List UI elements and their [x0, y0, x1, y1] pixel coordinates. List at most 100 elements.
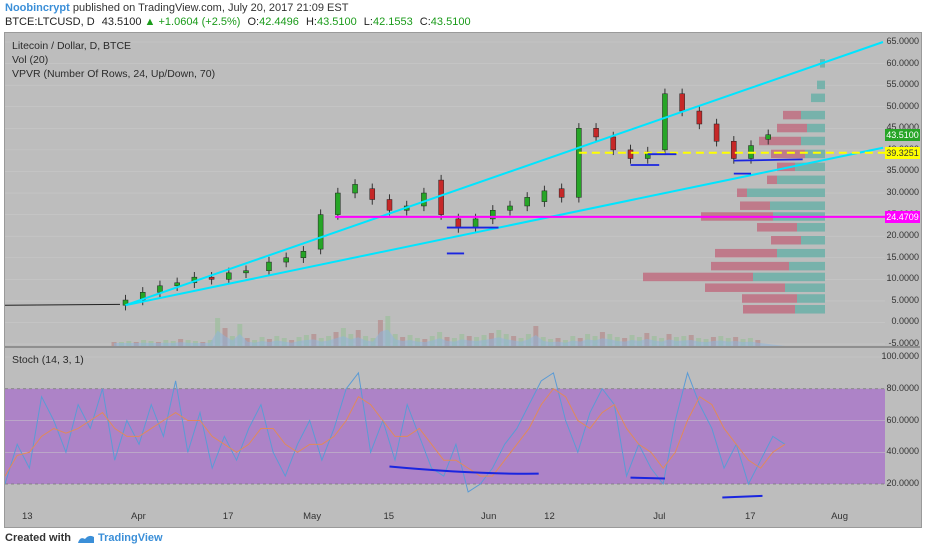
time-tick-label: Apr — [130, 511, 146, 522]
vol-label: Vol (20) — [12, 54, 49, 66]
candle-body — [352, 184, 358, 194]
candle-body — [713, 123, 720, 142]
channel-line — [125, 146, 884, 307]
vp-row-up — [747, 188, 825, 198]
stoch-line-d — [5, 388, 786, 477]
open-value: 42.4496 — [259, 16, 299, 28]
candle-body — [157, 285, 163, 293]
candle-body — [541, 190, 548, 202]
vp-row-down — [715, 248, 777, 258]
vp-row-up — [777, 175, 825, 185]
vp-row-up — [805, 149, 825, 159]
vp-row-up — [753, 272, 825, 282]
price-tick-label: 60.0000 — [886, 57, 919, 68]
close-label: C: — [419, 16, 431, 28]
candle-body — [438, 179, 444, 215]
candle-body — [490, 210, 496, 220]
stoch-annotations — [389, 465, 763, 499]
tradingview-logo-icon — [78, 535, 94, 543]
price-tick-label: 5.0000 — [891, 294, 919, 305]
candle-body — [696, 110, 703, 125]
vp-row-down — [711, 261, 789, 271]
time-tick-label: 13 — [21, 511, 33, 522]
time-tick-label: Jun — [481, 511, 497, 522]
vp-row-down — [767, 175, 777, 185]
price-tick-label: 30.0000 — [886, 187, 919, 198]
candle-body — [524, 197, 530, 207]
candle-body — [386, 199, 393, 211]
candle-body — [662, 93, 668, 151]
close-value: 43.5100 — [430, 16, 471, 28]
price-gridlines — [5, 41, 885, 345]
vpvr-label: VPVR (Number Of Rows, 24, Up/Down, 70) — [12, 68, 216, 80]
change-text: +1.0604 (+2.5%) — [158, 16, 241, 28]
candle-body — [243, 270, 249, 274]
vp-row-down — [737, 188, 747, 198]
vp-row-up — [770, 201, 825, 210]
high-label: H: — [305, 16, 317, 28]
candles — [122, 88, 771, 311]
vp-row-down — [759, 136, 801, 146]
price-tick-label: 20.0000 — [886, 230, 919, 241]
main-title: Litecoin / Dollar, D, BTCE — [12, 40, 132, 52]
low-value: 42.1553 — [372, 16, 413, 28]
price-tag: 24.4709 — [885, 210, 920, 223]
vp-row-up — [801, 110, 825, 120]
vp-row-down — [705, 283, 785, 292]
candle-body — [208, 276, 215, 280]
stoch-tick-label: 20.0000 — [886, 478, 919, 488]
price-tick-label: 0.0000 — [891, 316, 919, 327]
time-tick-label: 17 — [222, 511, 234, 522]
channel-line — [125, 41, 884, 307]
vp-row-down — [771, 149, 805, 159]
price-pane[interactable] — [5, 33, 885, 346]
candle-body — [472, 218, 479, 228]
candle-body — [507, 205, 513, 211]
vp-row-up — [795, 305, 825, 314]
price-tick-label: 55.0000 — [886, 79, 919, 90]
time-tick-label: Aug — [831, 511, 848, 522]
candle-body — [593, 128, 599, 138]
vp-row-up — [797, 223, 825, 232]
stoch-annotation — [722, 494, 763, 499]
vp-row-up — [811, 93, 825, 103]
tradingview-brand[interactable]: TradingView — [98, 532, 163, 544]
candle-body — [369, 188, 376, 200]
candle-body — [558, 188, 565, 198]
stoch-tick-label: 100.0000 — [881, 351, 919, 361]
pane-separator[interactable] — [5, 346, 920, 348]
candle-body — [300, 251, 307, 258]
vp-row-up — [817, 80, 825, 90]
time-tick-label: Jul — [653, 511, 666, 522]
low-label: L: — [363, 16, 373, 28]
vp-row-down — [643, 272, 753, 282]
vp-row-down — [777, 123, 807, 133]
pre-rally-line — [5, 303, 121, 306]
footer: Created with TradingView — [0, 528, 932, 550]
price-tick-label: 35.0000 — [886, 165, 919, 176]
vp-row-up — [789, 261, 825, 271]
candle-body — [679, 93, 685, 112]
price-axis[interactable]: 65.0000 60.0000 55.0000 50.0000 45.0000 40.00… — [881, 33, 920, 508]
open-label: O: — [247, 16, 260, 28]
created-with-text: Created with — [5, 532, 72, 544]
stoch-tick-label: 80.0000 — [886, 382, 919, 393]
vp-row-up — [785, 283, 825, 292]
price-tick-label: -5.0000 — [888, 338, 919, 349]
vp-row-up — [807, 123, 825, 133]
volume-ma-area — [114, 329, 786, 346]
candle-body — [266, 261, 272, 271]
time-tick-label: 12 — [544, 511, 555, 522]
vp-row-up — [797, 294, 825, 303]
stoch-tick-label: 40.0000 — [886, 446, 919, 457]
stoch-annotation — [389, 465, 539, 475]
candle-body — [335, 192, 341, 215]
candle-body — [610, 136, 617, 151]
symbol-label: BTCE:LTCUSD, D — [5, 16, 95, 28]
up-arrow-icon: ▲ — [144, 16, 156, 28]
username-link[interactable]: Noobincrypt — [5, 2, 70, 14]
time-axis[interactable]: 13 Apr 17 May 15 Jun 12 Jul 17 Aug — [5, 508, 920, 526]
last-price: 43.5100 — [101, 16, 142, 28]
stoch-pane[interactable] — [5, 348, 885, 508]
volume-profile — [643, 59, 825, 314]
